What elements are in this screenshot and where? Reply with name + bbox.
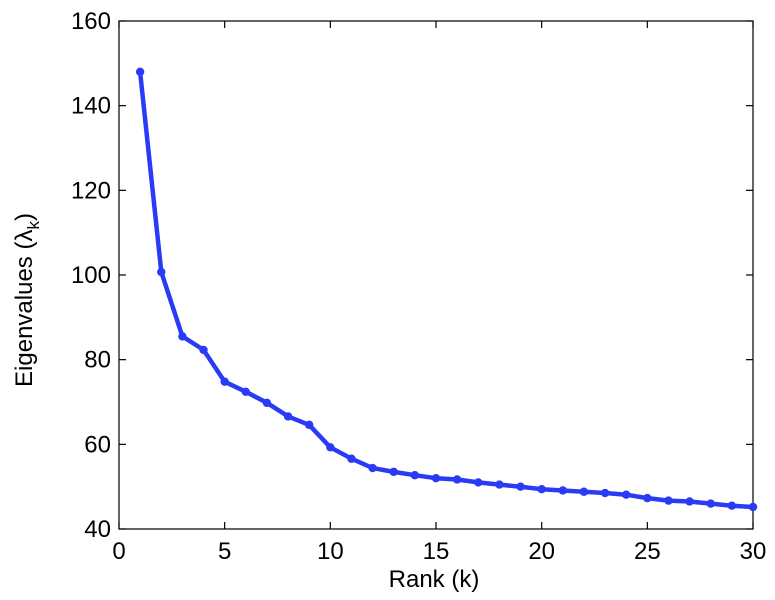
data-point xyxy=(410,471,420,480)
y-tick-label: 160 xyxy=(71,8,111,35)
data-point xyxy=(516,482,525,491)
data-point xyxy=(664,496,673,505)
y-tick-label: 100 xyxy=(71,262,111,289)
data-point xyxy=(283,412,293,421)
y-axis-label: Eigenvalues (λk) xyxy=(11,213,43,387)
data-point xyxy=(368,463,377,473)
data-point xyxy=(622,490,631,499)
axes xyxy=(118,20,754,530)
series-layer xyxy=(135,67,758,512)
x-tick-label: 20 xyxy=(528,538,555,565)
data-point xyxy=(495,480,504,489)
y-axis-label-symbol: λ xyxy=(11,230,38,242)
x-tick-label: 25 xyxy=(634,538,661,565)
data-point xyxy=(305,420,314,430)
x-tick-label: 5 xyxy=(218,538,231,565)
y-tick-label: 60 xyxy=(84,431,111,458)
data-point xyxy=(537,485,546,494)
x-axis-label: Rank (k) xyxy=(389,566,480,593)
y-tick-label: 140 xyxy=(71,93,111,120)
data-point xyxy=(685,497,694,506)
y-tick-label: 40 xyxy=(84,516,111,543)
ticks: 0 5 10 15 20 25 30 40 60 80 100 120 140 160 xyxy=(71,8,766,565)
data-point xyxy=(157,267,166,277)
y-axis-label-close: ) xyxy=(11,213,38,221)
plot-frame xyxy=(118,20,754,530)
x-tick-label: 10 xyxy=(317,538,344,565)
y-axis-label-main: Eigenvalues ( xyxy=(11,242,38,387)
data-point xyxy=(326,443,335,452)
data-point xyxy=(262,398,272,408)
data-point xyxy=(199,345,208,355)
series-line xyxy=(137,69,756,510)
data-point xyxy=(135,67,145,77)
x-tick-label: 0 xyxy=(112,538,125,565)
data-point xyxy=(452,475,462,484)
y-axis-label-subscript: k xyxy=(24,221,43,230)
y-tick-label: 80 xyxy=(84,347,111,374)
data-point xyxy=(220,377,229,386)
data-point xyxy=(643,493,652,503)
x-tick-label: 15 xyxy=(423,538,450,565)
data-point xyxy=(727,501,737,510)
data-point xyxy=(389,467,398,477)
y-tick-label: 120 xyxy=(71,177,111,204)
data-point xyxy=(558,486,567,495)
data-point xyxy=(706,499,715,508)
data-point xyxy=(474,478,483,487)
data-point xyxy=(178,332,187,341)
x-tick-label: 30 xyxy=(740,538,767,565)
data-point xyxy=(748,502,758,512)
data-point xyxy=(241,387,250,397)
data-point xyxy=(347,454,356,463)
data-point xyxy=(600,488,610,498)
data-point xyxy=(431,474,441,483)
data-point xyxy=(579,487,589,496)
